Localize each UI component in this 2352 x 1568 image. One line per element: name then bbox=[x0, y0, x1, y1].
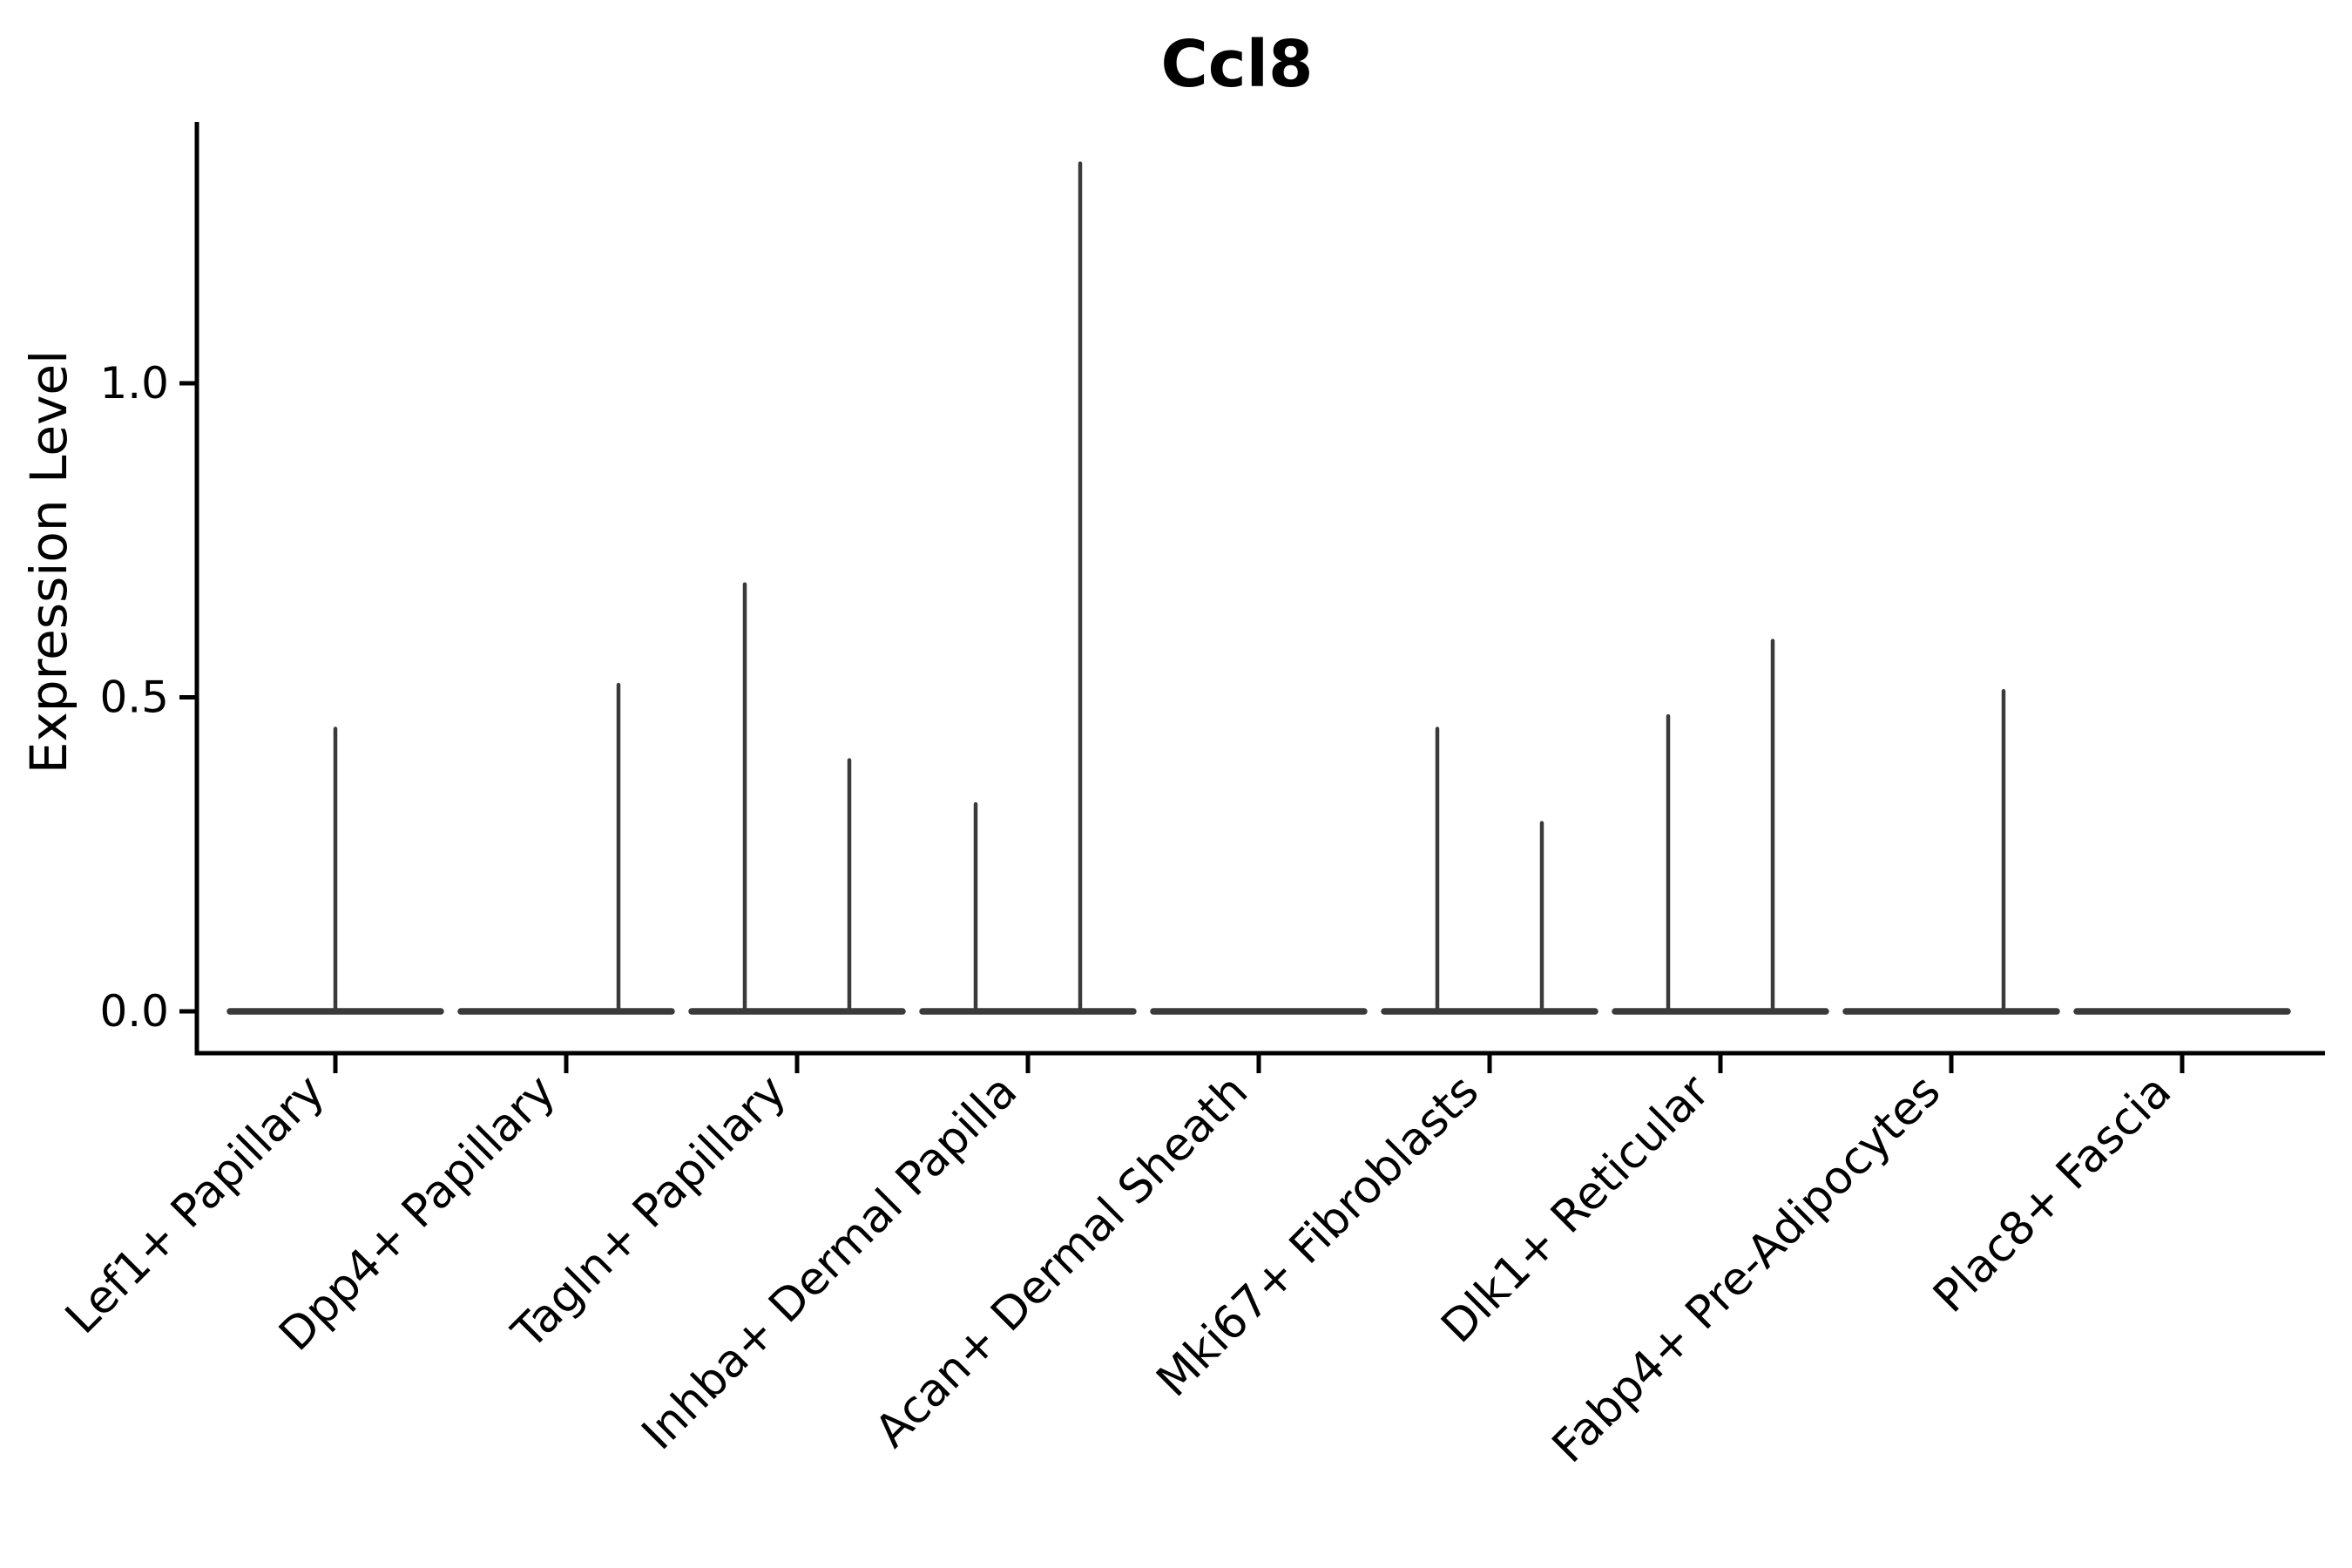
chart-title: Ccl8 bbox=[1160, 27, 1313, 102]
axes-layer bbox=[179, 122, 2325, 1073]
y-tick-label: 0.5 bbox=[99, 672, 169, 723]
y-tick-label: 0.0 bbox=[99, 986, 169, 1037]
x-category-label: Acan+ Dermal Sheath bbox=[866, 1065, 1259, 1458]
violins-layer bbox=[226, 161, 2291, 1015]
x-category-label: Plac8+ Fascia bbox=[1923, 1065, 2181, 1323]
x-category-label: Fabp4+ Pre-Adipocytes bbox=[1543, 1065, 1950, 1473]
y-axis-label: Expression Level bbox=[19, 350, 78, 774]
x-category-label: Inhba+ Dermal Papilla bbox=[632, 1065, 1027, 1460]
y-tick-label: 1.0 bbox=[99, 358, 169, 409]
